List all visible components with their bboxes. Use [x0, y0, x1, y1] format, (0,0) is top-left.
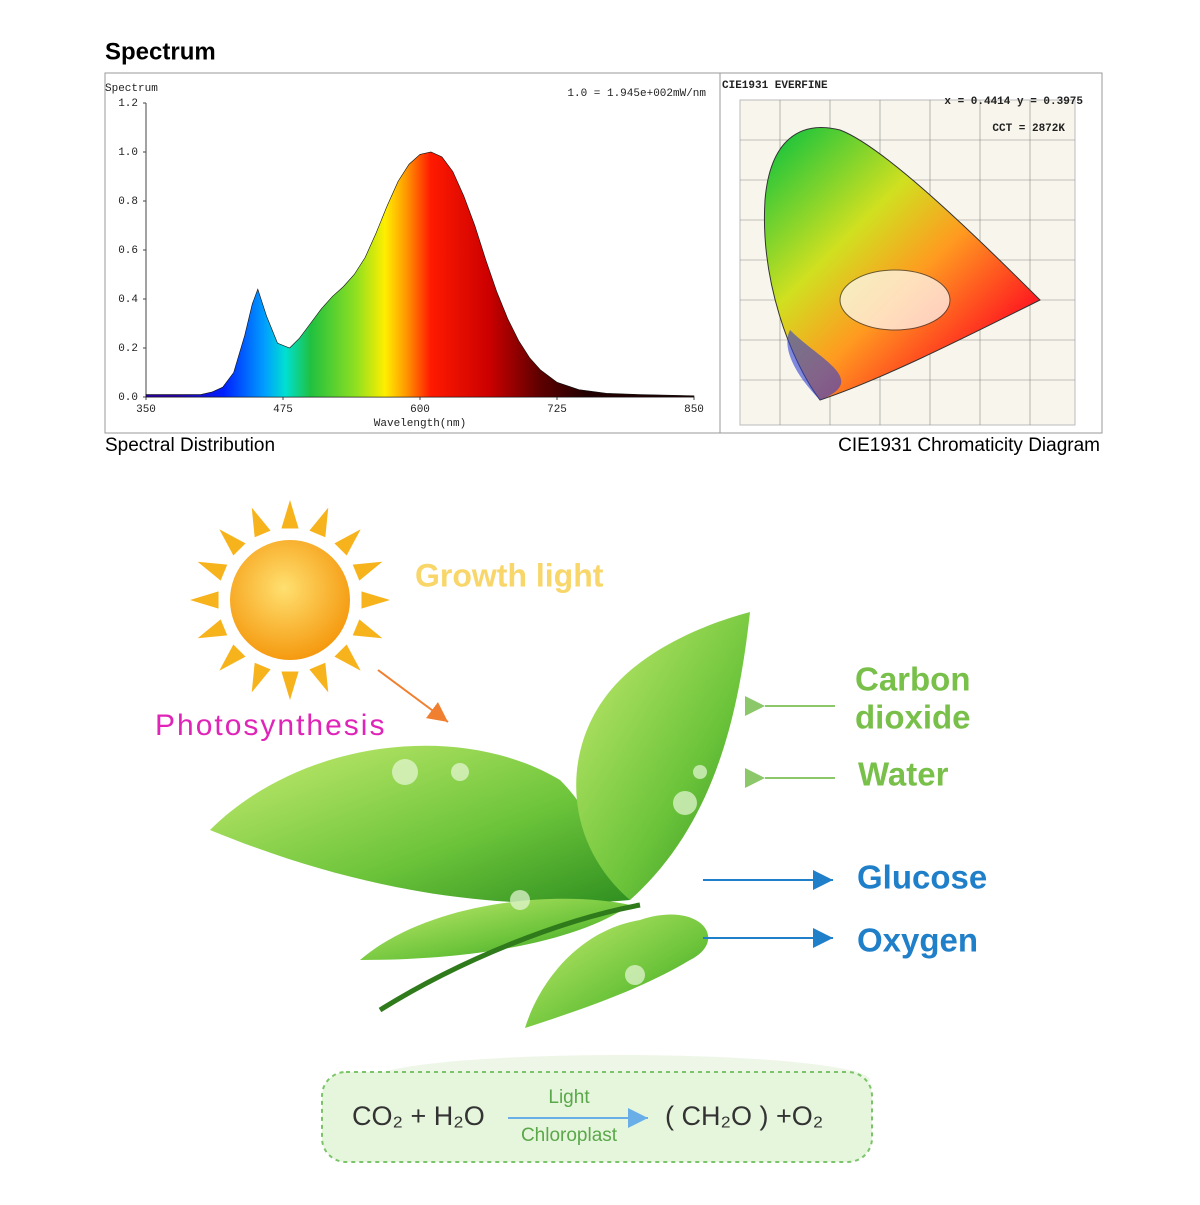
caption-right: CIE1931 Chromaticity Diagram [838, 435, 1100, 456]
cie-locus [763, 127, 1041, 401]
spectrum-chart: Spectrum 1.0 = 1.945e+002mW/nm Wavelengt… [105, 83, 706, 430]
carbon-label: Carbon [855, 661, 971, 698]
x-axis-label: Wavelength(nm) [374, 418, 466, 430]
sun-arrow [377, 669, 449, 723]
cie-title: CIE1931 EVERFINE [722, 80, 828, 92]
x-tick-label: 725 [547, 404, 567, 416]
y-tick-label: 1.0 [118, 147, 138, 159]
chart-title: Spectrum [105, 83, 158, 95]
sun [190, 500, 390, 700]
cie-coords: x = 0.4414 y = 0.3975 [944, 96, 1083, 108]
header-title: Spectrum [105, 38, 216, 65]
y-tick-label: 1.2 [118, 98, 138, 110]
photosynthesis-label: Photosynthesis [155, 709, 386, 742]
y-tick-label: 0.8 [118, 196, 138, 208]
x-tick-label: 475 [273, 404, 293, 416]
spectrum-area [145, 151, 695, 398]
equation-left: CO₂ + H₂O [352, 1101, 485, 1131]
cie-blue [787, 330, 842, 400]
leaves [210, 612, 870, 1105]
y-tick-label: 0.2 [118, 343, 138, 355]
equation-bottom: Chloroplast [521, 1125, 618, 1146]
annotation: 1.0 = 1.945e+002mW/nm [567, 88, 706, 100]
dioxide-label: dioxide [855, 699, 971, 736]
equation-top: Light [548, 1087, 590, 1108]
glucose-label: Glucose [857, 859, 987, 896]
chart-frame [104, 72, 1103, 434]
y-tick-label: 0.0 [118, 392, 138, 404]
y-tick-label: 0.4 [118, 294, 138, 306]
y-tick-label: 0.6 [118, 245, 138, 257]
growth-label: Growth light [415, 557, 604, 593]
caption-left: Spectral Distribution [105, 435, 275, 456]
oxygen-label: Oxygen [857, 922, 978, 959]
equation-right: ( CH₂O ) +O₂ [665, 1101, 823, 1131]
x-tick-label: 600 [410, 404, 430, 416]
x-tick-label: 350 [136, 404, 156, 416]
cie-diagram: CIE1931 EVERFINE x = 0.4414 y = 0.3975 C… [722, 80, 1083, 426]
cie-cct: CCT = 2872K [992, 123, 1065, 135]
x-tick-label: 850 [684, 404, 704, 416]
cie-white [839, 269, 951, 331]
water-label: Water [858, 756, 949, 793]
